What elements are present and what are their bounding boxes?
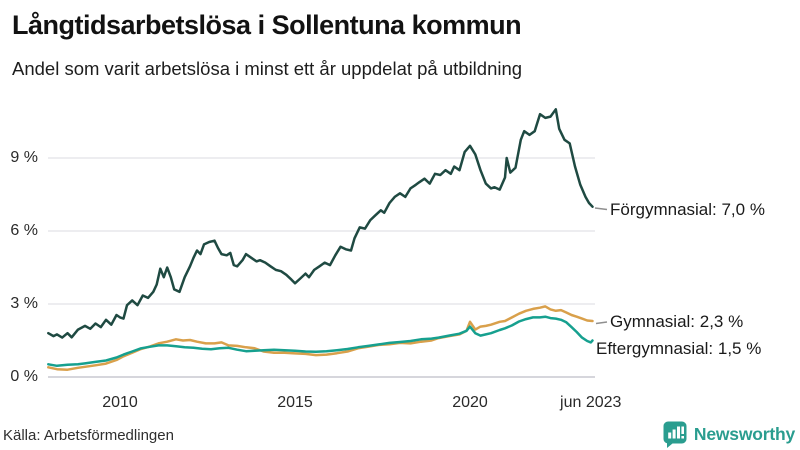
y-tick-label: 3 %: [10, 295, 38, 312]
label-leader-line: [594, 207, 608, 211]
label-leader-line: [595, 321, 608, 325]
series-end-label-eftergymnasial: Eftergymnasial: 1,5 %: [596, 339, 762, 358]
logo-bar-medium: [672, 429, 676, 439]
x-tick-label: 2015: [277, 394, 313, 411]
source-caption: Källa: Arbetsförmedlingen: [3, 427, 174, 444]
series-end-label-gymnasial: Gymnasial: 2,3 %: [610, 312, 744, 331]
series-line-gymnasial: [47, 305, 594, 371]
brand-name: Newsworthy: [693, 424, 795, 444]
x-tick-label: jun 2023: [560, 394, 622, 411]
series-end-label-förgymnasial: Förgymnasial: 7,0 %: [610, 200, 765, 219]
logo-bar-tall: [676, 426, 680, 439]
logo-bar-short: [668, 432, 672, 439]
y-tick-label: 9 %: [10, 149, 38, 166]
page-title: Långtidsarbetslösa i Sollentuna kommun: [12, 10, 522, 40]
x-tick-label: 2010: [102, 394, 138, 411]
y-tick-label: 6 %: [10, 222, 38, 239]
page-subtitle: Andel som varit arbetslösa i minst ett å…: [12, 58, 523, 79]
x-tick-label: 2020: [452, 394, 488, 411]
y-tick-label: 0 %: [10, 368, 38, 385]
series-line-eftergymnasial: [47, 315, 594, 368]
logo-exclamation-bar: [681, 426, 684, 434]
logo-exclamation-dot: [681, 436, 684, 439]
series-line-förgymnasial: [47, 108, 594, 339]
newsworthy-logo-icon: [663, 421, 687, 448]
newsworthy-brand: Newsworthy: [663, 421, 795, 448]
